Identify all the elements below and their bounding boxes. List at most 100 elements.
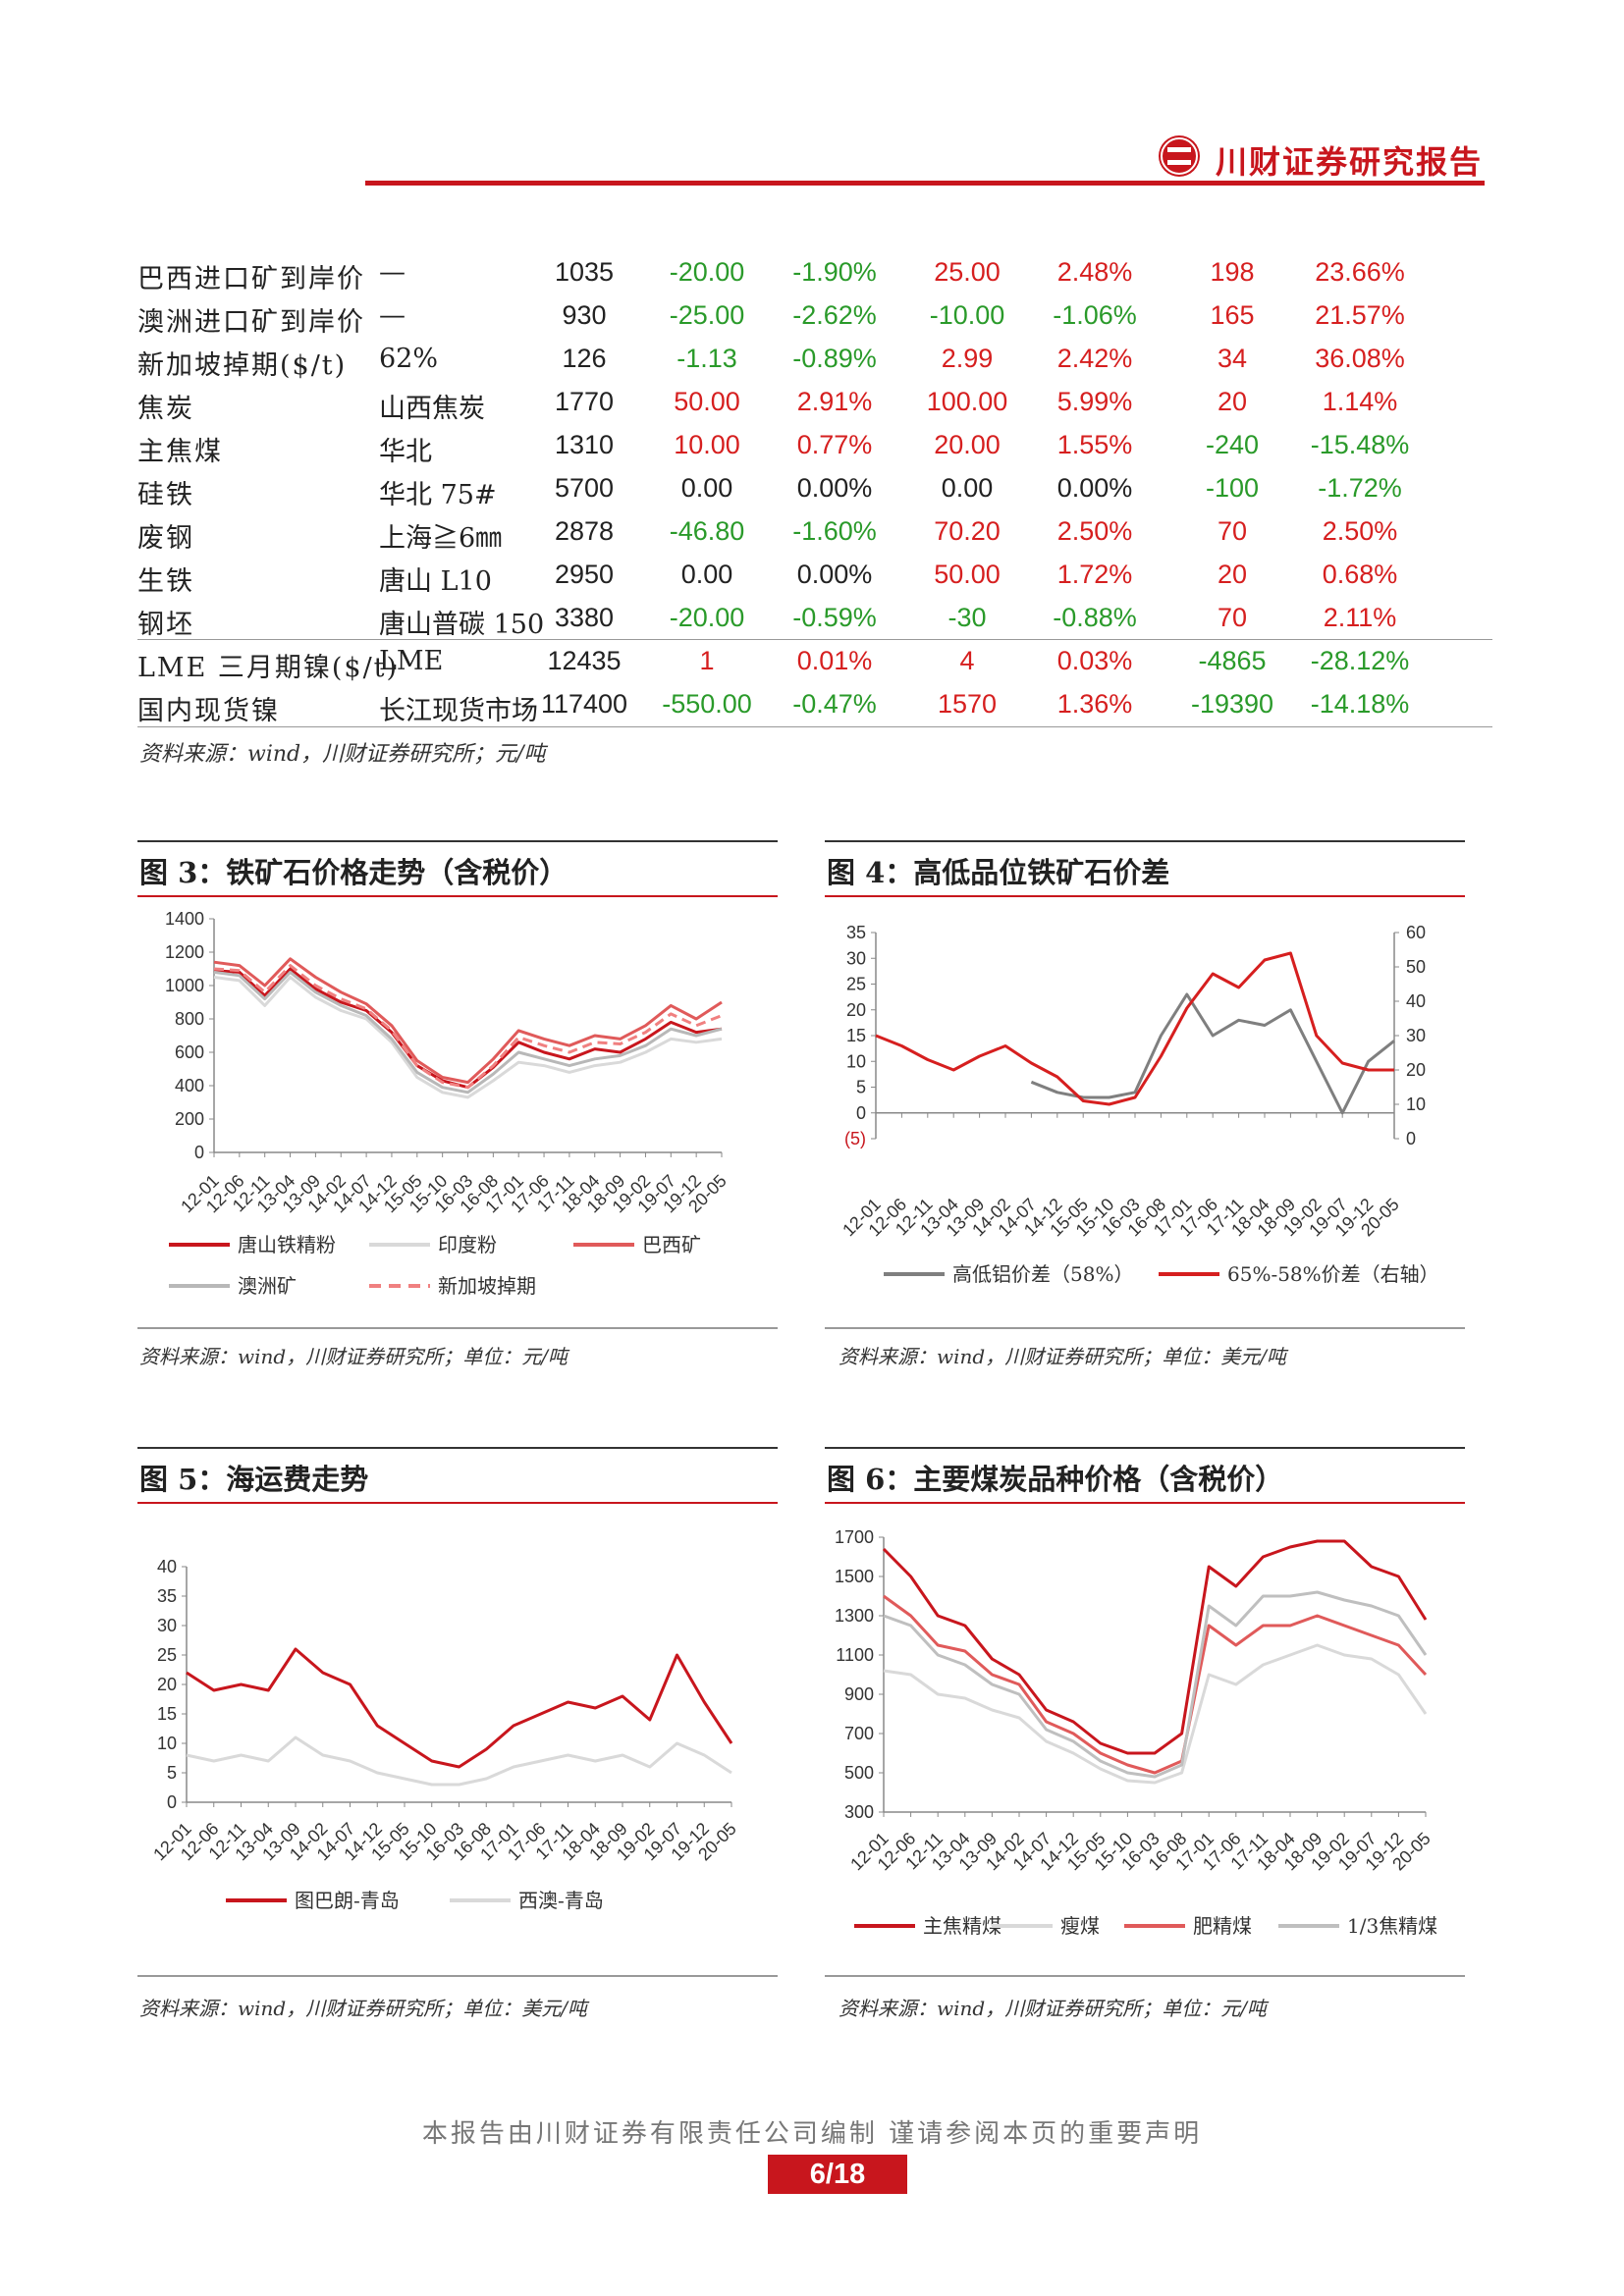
- row-chg3: -240: [1205, 430, 1260, 459]
- row-spec: 上海≧6㎜: [379, 523, 503, 554]
- fig3-source-note: 资料来源：wind，川财证券研究所；单位：元/吨: [139, 1345, 568, 1368]
- row-name: 新加坡掉期($/t): [137, 350, 348, 381]
- y-right-tick-label: 50: [1406, 957, 1426, 977]
- fig3-title: 图 3：铁矿石价格走势（含税价）: [139, 856, 568, 889]
- y-tick-label: 0: [167, 1792, 177, 1812]
- series-line-2: [883, 1594, 1428, 1775]
- row-name: 国内现货镍: [137, 696, 280, 726]
- brand-title: 川财证券研究报告: [1216, 143, 1484, 181]
- fig5-title: 图 5：海运费走势: [139, 1463, 369, 1496]
- series-line-1: [186, 1735, 732, 1787]
- legend-label: 高低铝价差（58%）: [952, 1262, 1133, 1286]
- y-tick-label: 0: [194, 1143, 204, 1162]
- legend-label: 图巴朗-青岛: [295, 1889, 400, 1912]
- row-pct1: -2.62%: [792, 300, 877, 330]
- row-chg2: 70.20: [934, 516, 1001, 546]
- table-source-note: 资料来源：wind，川财证券研究所；元/吨: [139, 742, 546, 767]
- y-tick-label: 700: [844, 1724, 874, 1743]
- fig3-bottom-rule: [137, 1327, 778, 1329]
- series-line-2: [213, 957, 723, 1085]
- table-bottom-rule: [137, 726, 1492, 727]
- row-chg3: -4865: [1198, 646, 1267, 675]
- row-price: 3380: [554, 603, 615, 632]
- y-tick-label: 5: [856, 1078, 866, 1097]
- fig6-source-note: 资料来源：wind，川财证券研究所；单位：元/吨: [839, 1997, 1267, 2020]
- row-chg2: 1570: [937, 689, 998, 719]
- y-tick-label: 1000: [165, 976, 204, 995]
- row-name: 硅铁: [137, 480, 194, 510]
- legend-label: 65%-58%价差（右轴）: [1227, 1262, 1439, 1286]
- series-line-0: [1030, 992, 1395, 1115]
- row-spec: LME: [379, 646, 444, 676]
- y-tick-label: 1100: [836, 1645, 874, 1665]
- row-pct2: 1.36%: [1056, 689, 1133, 719]
- fig4-chart: (5)05101520253035010203040506012-0112-06…: [839, 923, 1439, 1286]
- legend-label: 肥精煤: [1193, 1914, 1252, 1938]
- row-chg3: -100: [1205, 473, 1260, 503]
- row-pct1: 2.91%: [796, 387, 873, 416]
- y-tick-label: 900: [844, 1684, 874, 1704]
- row-chg3: 198: [1210, 257, 1255, 287]
- table-row: 澳洲进口矿到岸价 — 930 -25.00 -2.62% -10.00 -1.06% 165 2…: [137, 294, 1492, 338]
- table-row: 钢坯 唐山普碳 150 3380 -20.00 -0.59% -30 -0.88% 70 2.1…: [137, 597, 1492, 640]
- y-tick-label: 20: [157, 1675, 177, 1694]
- table-row: 巴西进口矿到岸价 — 1035 -20.00 -1.90% 25.00 2.48% 198 23…: [137, 251, 1492, 294]
- y-tick-label: 500: [844, 1763, 874, 1783]
- row-chg1: -25.00: [669, 300, 745, 330]
- table-row: 国内现货镍 长江现货市场 117400 -550.00 -0.47% 1570 1.36% -…: [137, 683, 1492, 726]
- series-line-0: [186, 1647, 733, 1769]
- row-pct2: 1.72%: [1056, 560, 1133, 589]
- series-line-1: [883, 1643, 1428, 1785]
- row-chg2: 4: [959, 646, 975, 675]
- table-row: 硅铁 华北 75# 5700 0.00 0.00% 0.00 0.00% -100 -1.72%: [137, 467, 1492, 510]
- fig4-source-note: 资料来源：wind，川财证券研究所；单位：美元/吨: [839, 1345, 1286, 1368]
- fig5-chart: 051015202530354012-0112-0612-1113-0413-0…: [149, 1557, 740, 1912]
- row-chg1: -20.00: [669, 257, 745, 287]
- fig5-red-rule: [137, 1502, 778, 1504]
- row-price: 1310: [554, 430, 615, 459]
- row-pct2: 1.55%: [1056, 430, 1133, 459]
- row-chg1: -1.13: [677, 344, 737, 373]
- table-row: 新加坡掉期($/t) 62% 126 -1.13 -0.89% 2.99 2.42% 34 36…: [137, 338, 1492, 381]
- row-pct3: -14.18%: [1310, 689, 1410, 719]
- row-chg1: -46.80: [669, 516, 745, 546]
- row-chg2: 2.99: [941, 344, 994, 373]
- row-pct1: -1.90%: [792, 257, 877, 287]
- row-spec: 唐山 L10: [379, 566, 492, 597]
- row-pct3: 0.68%: [1322, 560, 1398, 589]
- y-tick-label: 40: [157, 1557, 177, 1576]
- row-price: 126: [562, 344, 607, 373]
- row-price: 2950: [554, 560, 615, 589]
- row-pct3: 1.14%: [1322, 387, 1398, 416]
- y-tick-label: 35: [846, 923, 866, 942]
- row-name: 钢坯: [137, 610, 194, 640]
- row-pct1: -0.47%: [792, 689, 877, 719]
- row-name: LME 三月期镍($/t): [137, 653, 400, 683]
- y-tick-label: 300: [844, 1802, 874, 1822]
- row-spec: 华北: [379, 437, 432, 467]
- table-divider: [137, 639, 1492, 640]
- y-tick-label: (5): [844, 1129, 866, 1148]
- table-row: 生铁 唐山 L10 2950 0.00 0.00% 50.00 1.72% 20 0.68%: [137, 554, 1492, 597]
- row-pct3: -15.48%: [1310, 430, 1410, 459]
- row-spec: 华北 75#: [379, 480, 497, 510]
- row-price: 2878: [554, 516, 615, 546]
- fig5-source-note: 资料来源：wind，川财证券研究所；单位：美元/吨: [139, 1997, 587, 2020]
- legend-label: 瘦煤: [1060, 1914, 1100, 1938]
- row-pct3: 36.08%: [1315, 344, 1405, 373]
- row-chg3: 70: [1217, 516, 1248, 546]
- y-tick-label: 25: [157, 1645, 177, 1665]
- y-tick-label: 10: [846, 1051, 866, 1071]
- row-pct2: 2.50%: [1056, 516, 1133, 546]
- row-spec: 唐山普碳 150: [379, 610, 545, 640]
- row-spec: 62%: [379, 344, 439, 374]
- row-pct3: 2.50%: [1322, 516, 1398, 546]
- series-line-4: [213, 964, 723, 1090]
- row-price: 1035: [554, 257, 615, 287]
- y-right-tick-label: 40: [1406, 991, 1426, 1011]
- y-tick-label: 35: [157, 1586, 177, 1606]
- y-tick-label: 1200: [165, 942, 204, 962]
- row-chg3: 20: [1217, 387, 1248, 416]
- y-tick-label: 15: [157, 1704, 177, 1724]
- y-tick-label: 15: [846, 1026, 866, 1045]
